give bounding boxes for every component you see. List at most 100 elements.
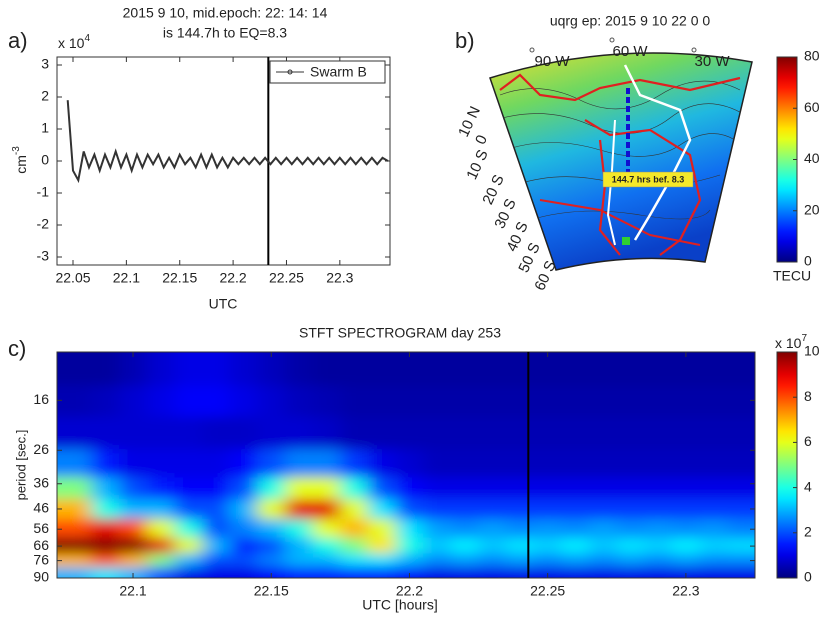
heatmap-cell	[589, 385, 618, 418]
heatmap-cell	[533, 519, 562, 539]
heatmap-cell	[395, 416, 424, 450]
heatmap-cell	[616, 477, 645, 500]
heatmap-cell	[312, 537, 341, 554]
x-tick-label: 22.15	[254, 583, 289, 599]
colorbar-scale-label: x 107	[775, 333, 807, 351]
heatmap-cell	[91, 566, 120, 578]
heatmap-cell	[202, 352, 231, 387]
heatmap-cell	[202, 416, 231, 450]
heatmap-cell	[257, 352, 286, 387]
panel-label: a)	[8, 28, 28, 53]
heatmap-cell	[727, 477, 755, 500]
heatmap-cell	[202, 499, 231, 520]
heatmap-cell	[312, 499, 341, 520]
heatmap-cell	[616, 449, 645, 478]
heatmap-cell	[561, 566, 590, 578]
heatmap-cell	[202, 537, 231, 554]
heatmap-cell	[57, 449, 93, 478]
heatmap-cell	[57, 566, 93, 578]
heatmap-cell	[285, 537, 314, 554]
x-tick-label: 22.1	[119, 583, 146, 599]
colorbar-scale-label-exponent: 7	[801, 333, 807, 344]
heatmap-cell	[395, 566, 424, 578]
heatmap-cell	[340, 449, 369, 478]
heatmap-cell	[616, 537, 645, 554]
y-tick-label: 0	[41, 152, 49, 168]
heatmap-cell	[478, 519, 507, 539]
heatmap-cell	[229, 499, 258, 520]
heatmap-cell	[478, 449, 507, 478]
colorbar-tick-label: 0	[804, 253, 812, 269]
heatmap-cell	[533, 537, 562, 554]
heatmap-cell	[506, 477, 535, 500]
heatmap-cell	[229, 385, 258, 418]
lon-label: 90 W	[534, 53, 570, 70]
heatmap-cell	[174, 499, 203, 520]
heatmap-cell	[589, 537, 618, 554]
heatmap-cell	[616, 566, 645, 578]
heatmap-cell	[340, 537, 369, 554]
heatmap-cell	[644, 537, 673, 554]
heatmap-cell	[57, 385, 93, 418]
heatmap-cell	[699, 553, 728, 568]
heatmap-cell	[616, 519, 645, 539]
heatmap-cell	[727, 499, 755, 520]
heatmap-cell	[146, 477, 175, 500]
heatmap-cell	[146, 537, 175, 554]
heatmap-cell	[699, 352, 728, 387]
heatmap-cell	[450, 519, 480, 539]
y-scale-label-base: x 10	[58, 35, 85, 51]
heatmap-cell	[533, 385, 562, 418]
x-tick-label: 22.25	[269, 270, 304, 286]
heatmap-cell	[506, 385, 535, 418]
heatmap-cell	[506, 499, 535, 520]
heatmap-cell	[672, 566, 701, 578]
heatmap-cell	[91, 416, 120, 450]
colorbar-tick-label: 4	[804, 478, 812, 494]
heatmap-cell	[478, 352, 507, 387]
heatmap-cell	[423, 416, 452, 450]
heatmap-cell	[589, 352, 618, 387]
heatmap-cell	[395, 519, 424, 539]
heatmap-cell	[423, 566, 452, 578]
panel-label: b)	[455, 28, 475, 53]
heatmap-cell	[533, 416, 562, 450]
heatmap-cell	[450, 553, 480, 568]
heatmap-cell	[450, 537, 480, 554]
heatmap-cell	[146, 416, 175, 450]
heatmap-cell	[395, 385, 424, 418]
heatmap-cell	[57, 553, 93, 568]
heatmap-cell	[423, 385, 452, 418]
heatmap-cell	[395, 449, 424, 478]
annotation: 144.7 hrs bef. 8.3	[612, 174, 685, 184]
x-tick-label: 22.2	[396, 583, 423, 599]
heatmap-cell	[450, 416, 480, 450]
y-tick-label: -1	[37, 184, 50, 200]
heatmap-cell	[395, 499, 424, 520]
heatmap-cell	[174, 553, 203, 568]
heatmap-cell	[119, 566, 148, 578]
heatmap-cell	[644, 499, 673, 520]
heatmap-cell	[57, 416, 93, 450]
heatmap-cell	[229, 477, 258, 500]
y-tick-label: 46	[33, 500, 49, 516]
heatmap-cell	[312, 385, 341, 418]
plot-frame	[56, 56, 391, 266]
heatmap-cell	[589, 553, 618, 568]
heatmap-cell	[727, 553, 755, 568]
heatmap-cell	[312, 553, 341, 568]
heatmap-cell	[589, 416, 618, 450]
heatmap-cell	[91, 477, 120, 500]
heatmap-cell	[146, 499, 175, 520]
x-label: UTC	[209, 296, 238, 312]
heatmap-cell	[340, 553, 369, 568]
heatmap-cell	[229, 553, 258, 568]
heatmap-cell	[367, 519, 397, 539]
heatmap-cell	[644, 449, 673, 478]
series-line	[66, 100, 389, 184]
y-label-base: cm	[13, 155, 29, 174]
heatmap-cell	[616, 385, 645, 418]
heatmap-cell	[727, 566, 755, 578]
heatmap-cell	[533, 499, 562, 520]
heatmap-cell	[91, 499, 120, 520]
